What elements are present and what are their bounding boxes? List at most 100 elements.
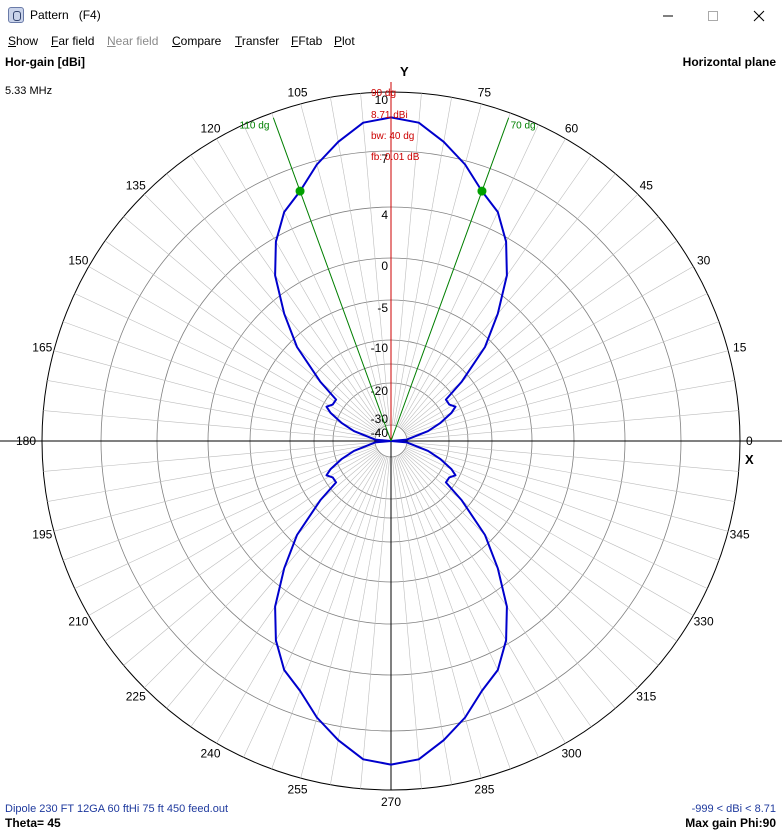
grid-spoke	[62, 321, 377, 436]
beamwidth-edge-line	[390, 117, 510, 442]
grid-spoke	[104, 449, 379, 642]
angle-tick-label: 75	[478, 85, 492, 99]
beamwidth-edge-line	[272, 117, 392, 442]
grid-spoke	[392, 456, 422, 789]
angle-tick-label: 240	[200, 747, 220, 761]
gain-range: -999 < dBi < 8.71	[692, 803, 776, 815]
grid-spoke	[405, 447, 708, 589]
grid-spoke	[88, 266, 378, 434]
grid-spoke	[401, 453, 616, 709]
beamwidth-label: bw: 40 dg	[371, 131, 414, 142]
grid-spoke	[74, 447, 377, 589]
angle-tick-label: 255	[288, 783, 308, 797]
grid-spoke	[401, 173, 616, 429]
grid-spoke	[398, 454, 566, 744]
menu-compare[interactable]: Compare	[172, 34, 222, 48]
grid-spoke	[404, 266, 694, 434]
grid-spoke	[405, 446, 720, 561]
angle-tick-label: 345	[730, 527, 750, 541]
maximize-button[interactable]	[690, 0, 736, 31]
radial-tick-label: 7	[381, 152, 388, 166]
close-button[interactable]	[736, 0, 782, 31]
grid-spoke	[190, 154, 383, 429]
angle-tick-label: 0	[746, 434, 753, 448]
beamwidth-edge-dot	[477, 186, 487, 196]
minimize-button[interactable]	[645, 0, 691, 31]
grid-spoke	[405, 293, 708, 435]
radial-tick-label: -10	[371, 341, 389, 355]
front-back-label: fb: 0.01 dB	[371, 152, 420, 163]
grid-spoke	[74, 293, 377, 435]
file-name: Dipole 230 FT 12GA 60 ftHi 75 ft 450 fee…	[5, 803, 228, 815]
grid-spoke	[393, 97, 452, 426]
grid-spoke	[47, 443, 376, 502]
grid-spoke	[402, 194, 638, 430]
menu-near-field[interactable]: Near field	[107, 34, 159, 48]
max-gain-phi: Max gain Phi:90	[685, 816, 776, 830]
menu-transfer[interactable]: Transfer	[235, 34, 280, 48]
grid-spoke	[271, 455, 386, 770]
angle-tick-label: 315	[636, 689, 656, 703]
menu-show[interactable]: Show	[8, 34, 39, 48]
angle-tick-label: 225	[126, 689, 146, 703]
angle-tick-label: 285	[474, 783, 494, 797]
grid-spoke	[403, 216, 659, 431]
menu-bar: Show Far field Near field Compare Transf…	[0, 31, 782, 53]
grid-spoke	[406, 443, 735, 502]
radial-tick-label: 4	[381, 208, 388, 222]
grid-spoke	[393, 456, 452, 785]
grid-spoke	[399, 154, 592, 429]
grid-spoke	[406, 380, 735, 439]
angle-tick-label: 30	[697, 254, 711, 268]
angle-tick-labels: 0 15 30 45 60 75 105 120 135 150 165 180 195 210 225 24…	[16, 85, 753, 809]
grid-spoke	[166, 173, 381, 429]
grid-spoke	[397, 455, 539, 758]
grid-spoke	[392, 93, 422, 426]
max-gain-angle-label: 90 dg	[371, 88, 396, 99]
menu-plot[interactable]: Plot	[334, 34, 355, 48]
grid-spoke	[53, 350, 376, 438]
grid-spoke	[404, 448, 694, 616]
grid-spoke	[394, 103, 482, 426]
plane-label: Horizontal plane	[683, 55, 777, 69]
pattern-app-icon[interactable]	[8, 7, 24, 23]
beamwidth-edge-label: 110 dg	[240, 120, 270, 131]
minimize-icon	[663, 15, 673, 16]
radial-tick-label: -20	[371, 384, 389, 398]
angle-tick-label: 15	[733, 341, 747, 355]
menu-far-field[interactable]: Far field	[51, 34, 95, 48]
grid-spoke	[330, 456, 389, 785]
angle-tick-label: 165	[32, 341, 52, 355]
angle-tick-label: 270	[381, 795, 401, 809]
grid-spoke	[104, 240, 379, 433]
close-icon	[753, 10, 765, 21]
grid-spoke	[123, 216, 379, 431]
grid-spoke	[88, 448, 378, 616]
radial-tick-label: -40	[371, 426, 389, 440]
grid-spoke	[406, 350, 729, 438]
grid-spoke	[360, 93, 390, 426]
grid-spoke	[43, 442, 376, 472]
grid-spoke	[360, 456, 390, 789]
x-axis-letter: X	[745, 452, 754, 467]
menu-fftab[interactable]: FFtab	[291, 34, 323, 48]
radial-tick-label: -30	[371, 412, 389, 426]
grid-spoke	[123, 451, 379, 666]
theta-label: Theta= 45	[5, 816, 61, 830]
angle-tick-label: 45	[640, 179, 654, 193]
window-title: Pattern (F4)	[30, 8, 101, 22]
grid-spoke	[47, 380, 376, 439]
grid-spoke	[399, 453, 592, 728]
grid-spoke	[300, 456, 388, 779]
beamwidth-edge-label: 70 dg	[511, 120, 536, 131]
grid-spoke	[144, 452, 380, 688]
angle-tick-label: 105	[288, 85, 308, 99]
angle-tick-label: 180	[16, 434, 36, 448]
grid-spoke	[403, 240, 678, 433]
grid-spoke	[62, 446, 377, 561]
grid-spoke	[53, 444, 376, 532]
angle-tick-label: 210	[68, 615, 88, 629]
angle-tick-label: 195	[32, 527, 52, 541]
grid-spoke	[300, 103, 388, 426]
max-gain-value-label: 8.71 dBi	[371, 110, 408, 121]
